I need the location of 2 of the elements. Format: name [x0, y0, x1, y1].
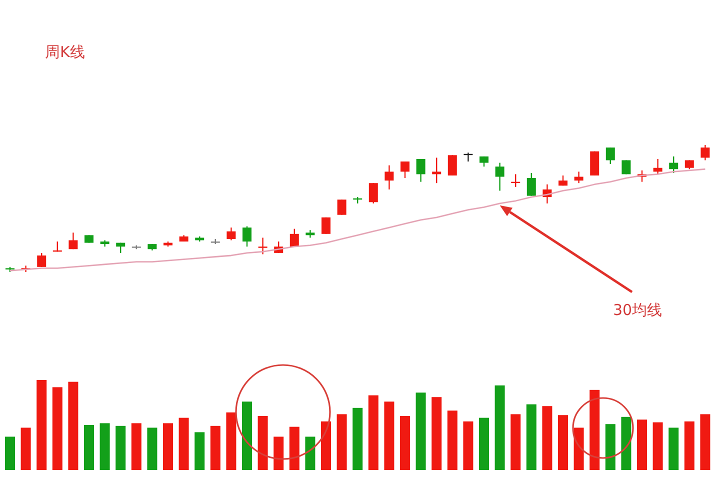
annotation: 30均线	[613, 301, 662, 319]
title: 周K线	[45, 43, 85, 61]
